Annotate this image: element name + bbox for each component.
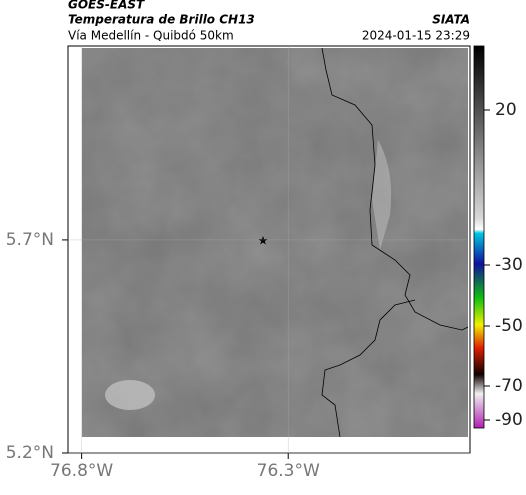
colorbar-tick-label: -50 <box>495 316 523 336</box>
colorbar-tick-label: 20 <box>495 100 517 120</box>
title: GOES-EAST <box>68 0 145 12</box>
bright-area <box>105 380 155 410</box>
x-tick-label: 76.3°W <box>257 461 320 481</box>
colorbar-tick-label: -70 <box>495 376 523 396</box>
y-tick-label: 5.2°N <box>6 443 54 463</box>
boundary <box>321 47 469 331</box>
source: SIATA <box>432 13 470 27</box>
boundary <box>321 299 416 438</box>
y-tick-label: 5.7°N <box>6 230 54 250</box>
colorbar <box>473 45 485 429</box>
subtitle: Temperatura de Brillo CH13 <box>68 13 255 27</box>
colorbar-tick-label: -90 <box>495 410 523 430</box>
x-tick-label: 76.8°W <box>50 461 113 481</box>
station-marker: ★ <box>258 234 269 248</box>
bright-area <box>372 140 392 250</box>
map: ★ <box>67 45 471 454</box>
colorbar-tick-label: -30 <box>495 255 523 275</box>
cloud-texture <box>82 48 468 437</box>
region: Vía Medellín - Quibdó 50km <box>68 29 234 43</box>
timestamp: 2024-01-15 23:29 <box>362 29 470 43</box>
